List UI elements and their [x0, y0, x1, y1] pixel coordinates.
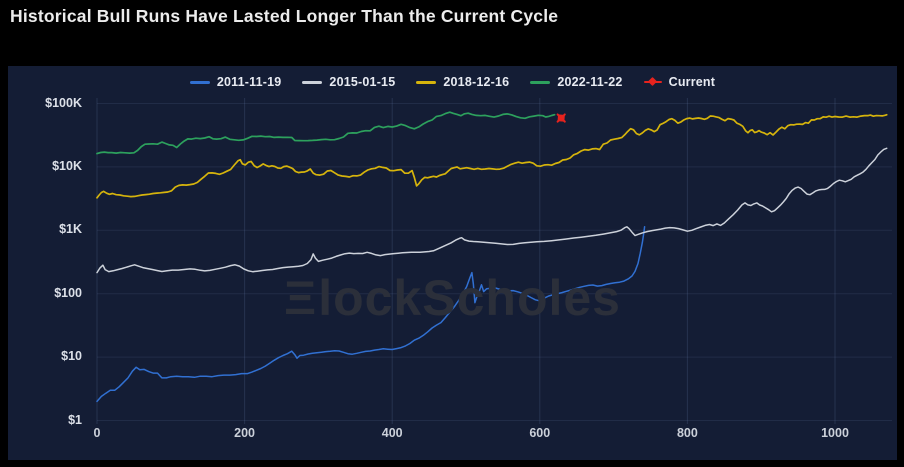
legend-label: 2022-11-22: [557, 75, 623, 89]
legend-current-marker-icon: [643, 76, 662, 87]
legend-diamond-icon: [647, 76, 657, 87]
y-axis-tick-label: $1: [68, 412, 82, 427]
legend-label: 2015-01-15: [329, 75, 396, 89]
series-line-2022-11-22: [96, 111, 556, 155]
legend-dash-icon: [302, 80, 323, 84]
legend-dash-icon: [416, 80, 437, 84]
legend-dash-icon: [189, 80, 210, 84]
legend-label: 2018-12-16: [443, 75, 510, 89]
current-marker: [556, 113, 566, 123]
series-line-2011-11-19: [96, 225, 646, 403]
y-axis-tick-label: $1K: [59, 222, 82, 237]
legend-item-2022-11-22[interactable]: 2022-11-22: [530, 75, 622, 89]
legend-item-2015-01-15[interactable]: 2015-01-15: [302, 75, 395, 89]
series-line-2018-12-16: [96, 113, 888, 199]
x-axis-tick-label: 800: [676, 426, 698, 440]
legend-item-2018-12-16[interactable]: 2018-12-16: [416, 75, 509, 89]
y-axis-tick-label: $10: [61, 349, 82, 364]
series-line-2015-01-15: [96, 147, 888, 274]
price-line-chart[interactable]: [8, 66, 897, 460]
x-axis-tick-label: 200: [234, 426, 256, 440]
page-title: Historical Bull Runs Have Lasted Longer …: [10, 6, 559, 26]
legend-item-2011-11-19[interactable]: 2011-11-19: [189, 75, 282, 89]
x-axis-tick-label: 400: [381, 426, 403, 440]
legend-dash-icon: [530, 80, 551, 84]
y-axis-tick-label: $100: [54, 285, 82, 300]
y-axis-tick-label: $100K: [45, 95, 82, 110]
legend-item-current[interactable]: Current: [643, 75, 716, 89]
legend-label: Current: [668, 75, 716, 89]
legend-label: 2011-11-19: [216, 75, 282, 89]
x-axis-tick-label: 0: [93, 426, 101, 440]
x-axis-tick-label: 1000: [821, 426, 849, 440]
chart-legend: 2011-11-19 2015-01-15 2018-12-16 2022-11-22…: [8, 75, 897, 89]
chart-panel: 2011-11-19 2015-01-15 2018-12-16 2022-11-22…: [8, 66, 897, 460]
y-axis-tick-label: $10K: [52, 158, 82, 173]
x-axis-tick-label: 600: [529, 426, 551, 440]
